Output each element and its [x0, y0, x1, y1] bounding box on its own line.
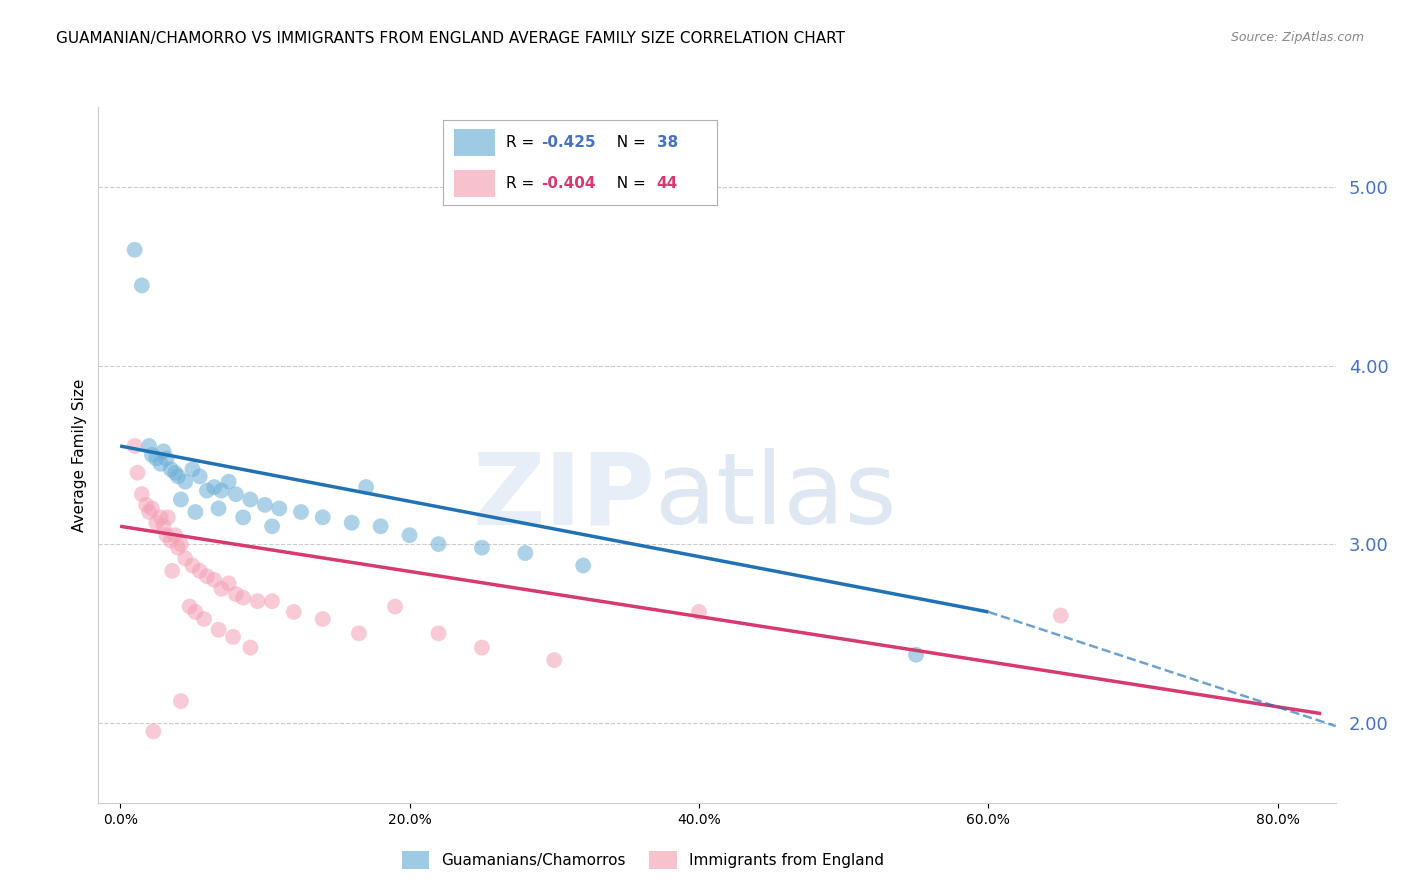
Point: [145, 451, 167, 466]
Point: [170, 694, 193, 708]
Point: [149, 510, 172, 524]
Text: GUAMANIAN/CHAMORRO VS IMMIGRANTS FROM ENGLAND AVERAGE FAMILY SIZE CORRELATION CH: GUAMANIAN/CHAMORRO VS IMMIGRANTS FROM EN…: [56, 31, 845, 46]
Point: [152, 444, 174, 458]
Point: [239, 640, 262, 655]
Point: [370, 519, 392, 533]
Point: [340, 516, 363, 530]
Legend: Guamanians/Chamorros, Immigrants from England: Guamanians/Chamorros, Immigrants from En…: [395, 846, 890, 875]
Point: [262, 519, 284, 533]
Point: [174, 475, 197, 489]
Point: [184, 605, 207, 619]
Point: [543, 653, 565, 667]
Text: R =: R =: [506, 176, 538, 191]
Point: [209, 483, 232, 498]
Point: [262, 594, 284, 608]
Point: [515, 546, 537, 560]
Point: [269, 501, 291, 516]
Point: [131, 278, 153, 293]
FancyBboxPatch shape: [454, 169, 495, 196]
Point: [290, 505, 312, 519]
Point: [167, 469, 190, 483]
Point: [155, 451, 177, 466]
Point: [202, 480, 225, 494]
Text: N =: N =: [607, 135, 651, 150]
Point: [222, 630, 245, 644]
Text: 38: 38: [657, 135, 678, 150]
Point: [181, 462, 204, 476]
Point: [427, 626, 450, 640]
Point: [141, 448, 163, 462]
Point: [155, 528, 177, 542]
Point: [312, 510, 335, 524]
Point: [905, 648, 928, 662]
Text: Source: ZipAtlas.com: Source: ZipAtlas.com: [1230, 31, 1364, 45]
Point: [232, 510, 254, 524]
Point: [138, 439, 160, 453]
Point: [179, 599, 201, 614]
Point: [184, 505, 207, 519]
Point: [232, 591, 254, 605]
Point: [131, 487, 153, 501]
Point: [159, 533, 181, 548]
Point: [149, 457, 172, 471]
Point: [239, 492, 262, 507]
Text: N =: N =: [607, 176, 651, 191]
Point: [202, 573, 225, 587]
Text: ZIP: ZIP: [472, 448, 655, 545]
Point: [145, 516, 167, 530]
Point: [165, 466, 187, 480]
Point: [124, 243, 146, 257]
Point: [471, 640, 494, 655]
Point: [218, 475, 240, 489]
Point: [354, 480, 377, 494]
Point: [195, 569, 218, 583]
Point: [572, 558, 595, 573]
Point: [152, 519, 174, 533]
Point: [225, 587, 247, 601]
Point: [165, 528, 187, 542]
Point: [283, 605, 305, 619]
Point: [188, 564, 211, 578]
Text: -0.404: -0.404: [541, 176, 596, 191]
Y-axis label: Average Family Size: Average Family Size: [72, 378, 87, 532]
Point: [124, 439, 146, 453]
Point: [225, 487, 247, 501]
Text: -0.425: -0.425: [541, 135, 596, 150]
Point: [135, 498, 157, 512]
Point: [193, 612, 215, 626]
Point: [209, 582, 232, 596]
Point: [398, 528, 420, 542]
Point: [218, 576, 240, 591]
Point: [141, 501, 163, 516]
Point: [167, 541, 190, 555]
Point: [142, 724, 165, 739]
Text: atlas: atlas: [655, 448, 897, 545]
Point: [159, 462, 181, 476]
Point: [156, 510, 179, 524]
Point: [246, 594, 269, 608]
Point: [688, 605, 710, 619]
Text: R =: R =: [506, 135, 538, 150]
Point: [195, 483, 218, 498]
Point: [384, 599, 406, 614]
Point: [181, 558, 204, 573]
Point: [138, 505, 160, 519]
Point: [1049, 608, 1071, 623]
Point: [427, 537, 450, 551]
Point: [188, 469, 211, 483]
Text: 44: 44: [657, 176, 678, 191]
Point: [127, 466, 149, 480]
Point: [207, 623, 229, 637]
FancyBboxPatch shape: [454, 129, 495, 156]
Point: [174, 551, 197, 566]
Point: [170, 537, 193, 551]
Point: [170, 492, 193, 507]
Point: [253, 498, 276, 512]
Point: [347, 626, 370, 640]
Point: [312, 612, 335, 626]
Point: [471, 541, 494, 555]
Point: [207, 501, 229, 516]
Point: [160, 564, 183, 578]
